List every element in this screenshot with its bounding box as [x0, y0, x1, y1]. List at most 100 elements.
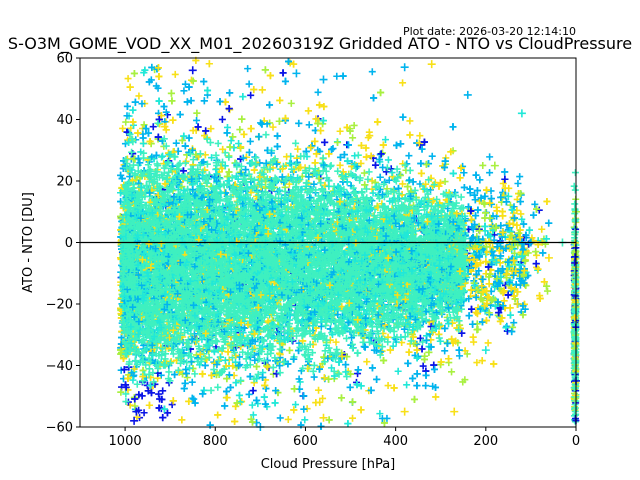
data-point: [168, 401, 176, 409]
data-point: [305, 121, 313, 129]
chart-title: S-O3M_GOME_VOD_XX_M01_20260319Z Gridded …: [8, 34, 632, 54]
data-point: [465, 295, 473, 303]
data-point: [397, 140, 405, 148]
data-point: [123, 112, 131, 120]
data-point: [276, 414, 284, 422]
data-point: [315, 386, 323, 394]
data-point: [384, 382, 392, 390]
data-point: [244, 65, 252, 73]
data-point: [279, 69, 287, 77]
data-point: [520, 300, 528, 308]
data-point: [373, 375, 381, 383]
data-point: [187, 97, 195, 105]
data-point: [223, 387, 231, 395]
data-point: [235, 391, 243, 399]
data-point: [221, 402, 229, 410]
data-point: [478, 282, 486, 290]
data-point: [248, 401, 256, 409]
data-point: [193, 109, 201, 117]
data-point: [518, 215, 526, 223]
data-point: [260, 393, 268, 401]
data-point: [126, 83, 134, 91]
data-point: [357, 382, 365, 390]
data-point: [200, 78, 208, 86]
data-point: [320, 353, 328, 361]
data-point: [334, 138, 342, 146]
data-point: [389, 342, 397, 350]
data-point: [162, 108, 170, 116]
data-point: [129, 106, 137, 114]
data-point: [405, 152, 413, 160]
data-point: [292, 401, 300, 409]
data-point: [461, 376, 469, 384]
data-point: [169, 116, 177, 124]
data-point: [286, 346, 294, 354]
data-point: [310, 373, 318, 381]
data-point: [427, 323, 435, 331]
data-point: [349, 414, 357, 422]
data-point: [511, 249, 519, 257]
data-point: [314, 88, 322, 96]
data-point: [329, 145, 337, 153]
data-point: [281, 77, 289, 85]
data-point: [409, 374, 417, 382]
data-point: [134, 129, 142, 137]
data-point: [130, 69, 138, 77]
data-point: [304, 107, 312, 115]
data-point: [246, 137, 254, 145]
data-point: [284, 415, 292, 423]
data-point: [501, 168, 509, 176]
data-point: [368, 364, 376, 372]
data-point: [232, 402, 240, 410]
data-point: [218, 115, 226, 123]
data-point: [333, 72, 341, 80]
data-point: [432, 393, 440, 401]
data-point: [525, 226, 533, 234]
data-point: [123, 102, 131, 110]
data-point: [541, 240, 549, 248]
data-point: [357, 406, 365, 414]
data-point: [426, 186, 434, 194]
data-point: [240, 130, 248, 138]
data-point: [472, 171, 480, 179]
data-point: [448, 335, 456, 343]
data-point: [467, 216, 475, 224]
data-point: [531, 200, 539, 208]
data-point: [441, 178, 449, 186]
data-point: [362, 153, 370, 161]
data-point: [449, 123, 457, 131]
data-point: [121, 140, 129, 148]
data-point: [491, 257, 499, 265]
data-point: [360, 169, 368, 177]
data-point: [501, 175, 509, 183]
data-point: [253, 396, 261, 404]
data-point: [436, 179, 444, 187]
data-point: [381, 136, 389, 144]
data-point: [456, 174, 464, 182]
data-point: [382, 168, 390, 176]
data-point: [344, 420, 352, 428]
data-point: [131, 402, 139, 410]
data-point: [342, 361, 350, 369]
data-point: [460, 183, 468, 191]
data-point: [506, 201, 514, 209]
data-point: [206, 421, 214, 429]
data-point: [487, 195, 495, 203]
data-point: [301, 416, 309, 424]
data-point: [363, 358, 371, 366]
data-point: [499, 212, 507, 220]
data-point: [247, 91, 255, 99]
data-point: [261, 66, 269, 74]
data-point: [406, 131, 414, 139]
data-point: [321, 138, 329, 146]
data-point: [172, 139, 180, 147]
data-point: [205, 60, 213, 68]
data-point: [320, 374, 328, 382]
data-point: [487, 187, 495, 195]
data-point: [514, 180, 522, 188]
data-point: [532, 248, 540, 256]
data-point: [474, 325, 482, 333]
data-point: [159, 387, 167, 395]
data-point: [201, 151, 209, 159]
data-point: [473, 359, 481, 367]
